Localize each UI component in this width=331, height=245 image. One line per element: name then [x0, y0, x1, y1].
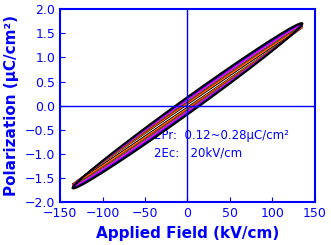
X-axis label: Applied Field (kV/cm): Applied Field (kV/cm)	[96, 226, 279, 241]
Y-axis label: Polarization (μC/cm²): Polarization (μC/cm²)	[4, 15, 19, 196]
Text: 2Pr:  0.12~0.28μC/cm²
2Ec:   20kV/cm: 2Pr: 0.12~0.28μC/cm² 2Ec: 20kV/cm	[154, 129, 289, 160]
